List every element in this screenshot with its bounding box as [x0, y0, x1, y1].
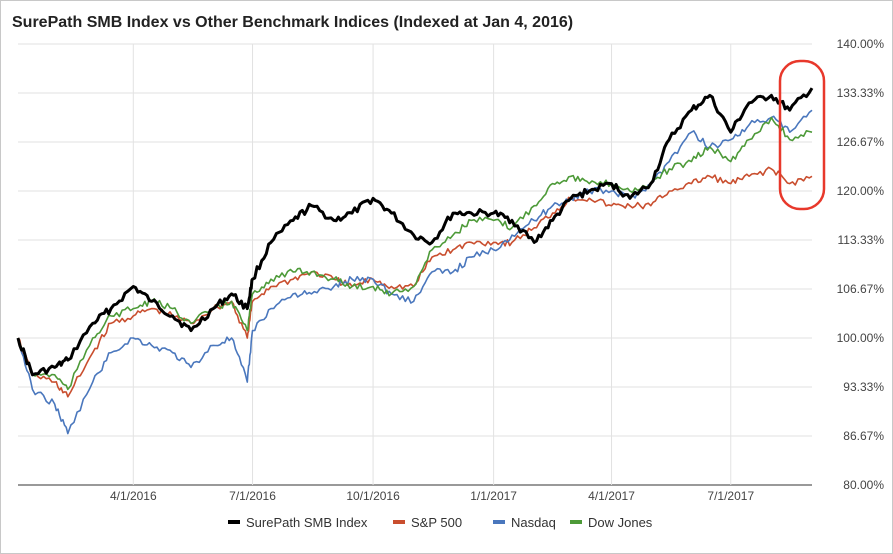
- y-tick-label: 113.33%: [838, 233, 885, 247]
- x-axis-labels: 4/1/2016 7/1/2016 10/1/2016 1/1/2017 4/1/201…: [110, 489, 755, 503]
- series-line-surepath-smb-index: [16, 87, 814, 377]
- series-lines: [16, 87, 814, 435]
- annotation: [778, 59, 826, 211]
- x-tick-label: 4/1/2017: [588, 489, 635, 503]
- y-tick-label: 86.67%: [843, 429, 884, 443]
- gridlines: [18, 43, 812, 486]
- y-tick-label: 80.00%: [843, 478, 884, 492]
- legend-label: S&P 500: [411, 515, 462, 530]
- x-tick-label: 7/1/2016: [229, 489, 276, 503]
- y-axis-labels: 140.00% 133.33% 126.67% 120.00% 113.33% 106.6…: [837, 37, 885, 492]
- y-tick-label: 100.00%: [837, 331, 885, 345]
- legend-label: Dow Jones: [588, 515, 653, 530]
- legend-label: Nasdaq: [511, 515, 556, 530]
- x-tick-label: 1/1/2017: [470, 489, 517, 503]
- y-tick-label: 120.00%: [837, 184, 885, 198]
- y-tick-label: 126.67%: [837, 135, 885, 149]
- y-tick-label: 133.33%: [837, 86, 885, 100]
- x-tick-label: 10/1/2016: [346, 489, 400, 503]
- annotation-rounded-rectangle: [778, 59, 826, 211]
- y-tick-label: 93.33%: [843, 380, 884, 394]
- chart-title: SurePath SMB Index vs Other Benchmark In…: [12, 14, 574, 31]
- y-tick-label: 140.00%: [837, 37, 885, 51]
- legend-label: SurePath SMB Index: [246, 515, 368, 530]
- legend: SurePath SMB Index S&P 500 Nasdaq Dow Jones: [228, 515, 653, 530]
- x-tick-label: 4/1/2016: [110, 489, 157, 503]
- x-tick-label: 7/1/2017: [707, 489, 754, 503]
- series-line-s-p-500: [17, 166, 813, 398]
- y-tick-label: 106.67%: [837, 282, 885, 296]
- series-line-dow-jones: [17, 116, 813, 391]
- series-line-nasdaq: [17, 109, 813, 435]
